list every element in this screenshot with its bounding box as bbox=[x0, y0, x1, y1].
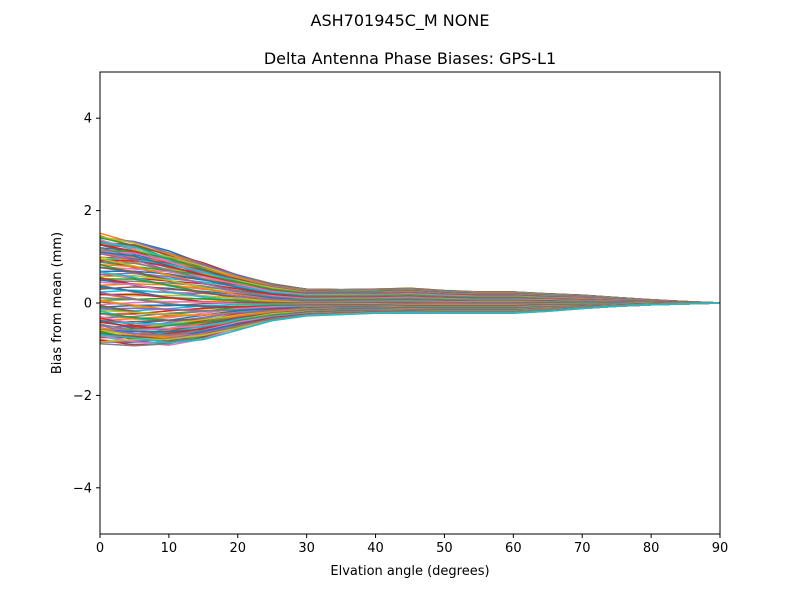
chart-title: Delta Antenna Phase Biases: GPS-L1 bbox=[264, 49, 556, 68]
x-tick-label: 20 bbox=[230, 541, 247, 556]
x-axis-ticks: 0 10 20 30 40 50 60 70 80 90 bbox=[96, 534, 728, 556]
x-tick-label: 0 bbox=[96, 541, 104, 556]
x-tick-label: 60 bbox=[505, 541, 522, 556]
x-tick-label: 50 bbox=[436, 541, 453, 556]
x-tick-label: 70 bbox=[574, 541, 591, 556]
x-tick-label: 10 bbox=[161, 541, 178, 556]
y-tick-label: 4 bbox=[84, 112, 92, 127]
y-tick-label: −2 bbox=[73, 389, 92, 404]
y-axis-ticks: −4 −2 0 2 4 bbox=[73, 112, 100, 496]
series-line bbox=[99, 302, 721, 344]
y-tick-label: 2 bbox=[84, 204, 92, 219]
y-axis-label: Bias from mean (mm) bbox=[50, 232, 65, 374]
figure-suptitle: ASH701945C_M NONE bbox=[311, 11, 490, 31]
x-tick-label: 90 bbox=[712, 541, 729, 556]
x-tick-label: 40 bbox=[367, 541, 384, 556]
series-lines bbox=[99, 232, 721, 347]
x-axis-label: Elvation angle (degrees) bbox=[330, 564, 489, 579]
y-tick-label: 0 bbox=[84, 297, 92, 312]
x-tick-label: 80 bbox=[643, 541, 660, 556]
y-tick-label: −4 bbox=[73, 481, 92, 496]
x-tick-label: 30 bbox=[298, 541, 315, 556]
